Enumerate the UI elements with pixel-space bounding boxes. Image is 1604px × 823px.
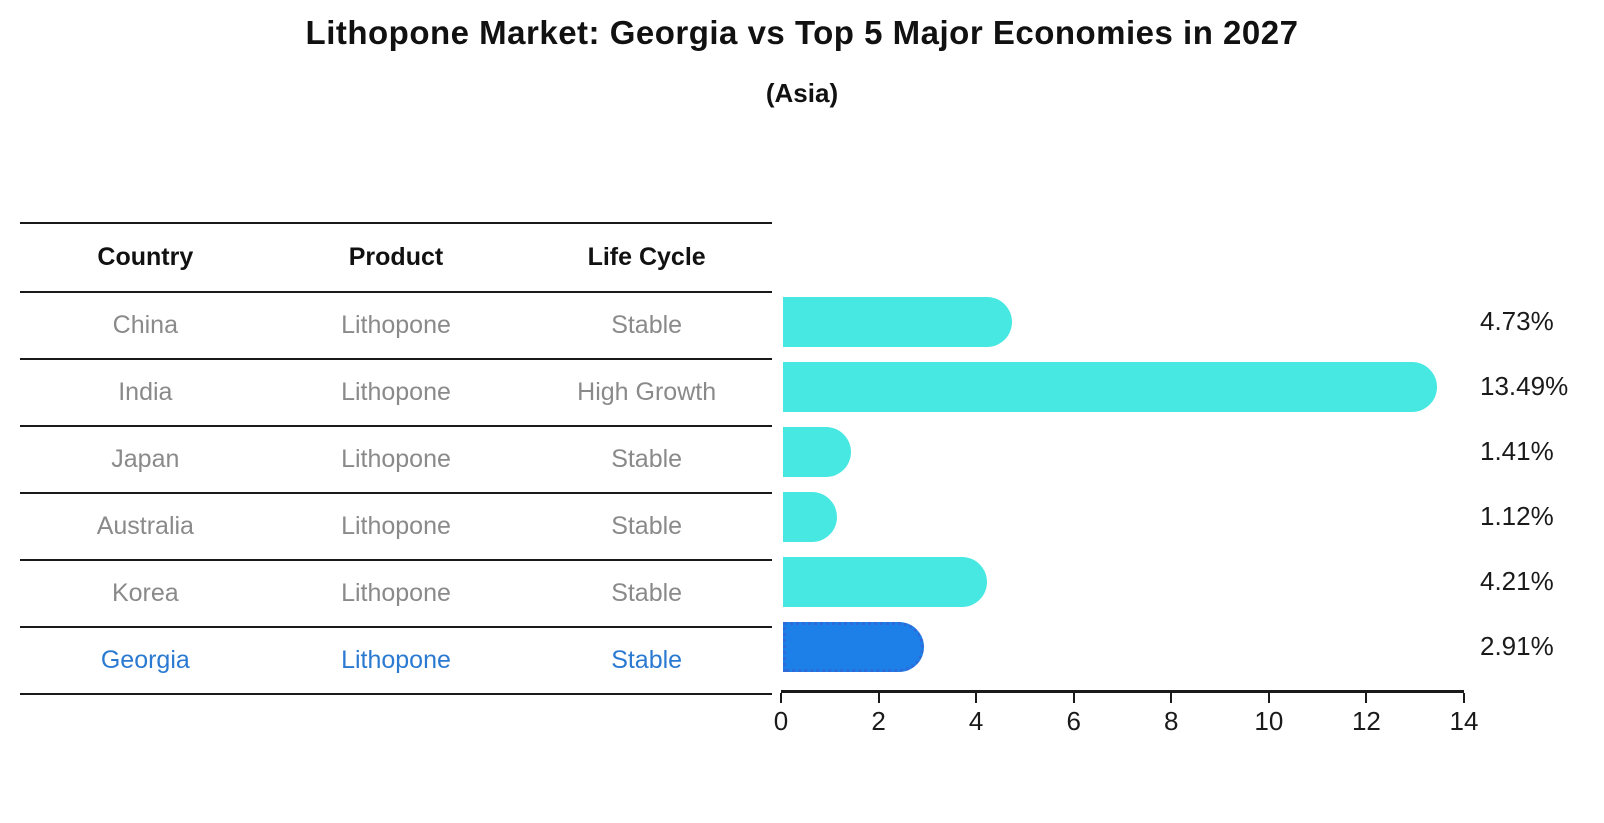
x-axis-tick-label: 14 [1449, 706, 1479, 736]
cell-country: India [118, 378, 173, 406]
cell-life-cycle: Stable [611, 512, 683, 540]
bar-value-labels: 4.73% 13.49% 1.41% 1.12% 4.21% 2.91% [1480, 289, 1604, 679]
table-row-china: China Lithopone Stable [20, 293, 772, 360]
bar-row-korea [783, 549, 1462, 614]
cell-product: Lithopone [341, 512, 451, 540]
cell-life-cycle: Stable [611, 311, 683, 339]
x-axis-tick [1365, 693, 1368, 703]
value-label-georgia: 2.91% [1480, 631, 1554, 661]
x-axis-tick-label: 2 [871, 706, 886, 736]
value-label-korea: 4.21% [1480, 566, 1554, 596]
country-info-table: Country Product Life Cycle China Lithopo… [20, 222, 772, 695]
bar-india [783, 361, 1438, 412]
cell-life-cycle: Stable [611, 445, 683, 473]
table-row-australia: Australia Lithopone Stable [20, 494, 772, 561]
column-header-country: Country [97, 243, 194, 271]
cell-product: Lithopone [341, 579, 451, 607]
x-axis-tick [975, 693, 978, 703]
bar-row-japan [783, 419, 1462, 484]
table-row-georgia: Georgia Lithopone Stable [20, 628, 772, 695]
value-label-japan: 1.41% [1480, 436, 1554, 466]
chart-subtitle: (Asia) [765, 78, 839, 108]
x-axis-tick [1170, 693, 1173, 703]
cell-country: Australia [96, 512, 194, 540]
x-axis-tick [877, 693, 880, 703]
cell-life-cycle: Stable [611, 579, 683, 607]
value-label-india: 13.49% [1480, 371, 1569, 401]
bar-row-china [783, 289, 1462, 354]
x-axis-tick [1072, 693, 1075, 703]
x-axis-tick [780, 693, 782, 703]
bar-row-australia [783, 484, 1462, 549]
bar-china [783, 296, 1013, 347]
bar-chart-plot-area [783, 289, 1462, 679]
table-row-korea: Korea Lithopone Stable [20, 561, 772, 628]
x-axis-tick-label: 6 [1066, 706, 1081, 736]
x-axis-tick-label: 8 [1164, 706, 1179, 736]
x-axis-line: 0 2 4 6 8 10 12 14 [774, 690, 1478, 736]
cell-product: Lithopone [341, 378, 451, 406]
value-label-china: 4.73% [1480, 306, 1554, 336]
cell-country: Korea [111, 579, 179, 607]
column-header-life-cycle: Life Cycle [587, 243, 706, 271]
x-axis-tick-label: 0 [773, 706, 789, 736]
cell-product: Lithopone [341, 646, 451, 674]
cell-country: Georgia [100, 646, 190, 674]
value-label-australia: 1.12% [1480, 501, 1554, 531]
x-axis-tick-label: 4 [968, 706, 984, 736]
x-axis-tick-label: 10 [1254, 706, 1284, 736]
bar-japan [783, 426, 852, 477]
bar-georgia [783, 621, 925, 672]
bar-row-india [783, 354, 1462, 419]
bar-row-georgia [783, 614, 1462, 679]
x-axis-tick [1463, 693, 1465, 703]
cell-country: Japan [111, 445, 180, 473]
table-row-india: India Lithopone High Growth [20, 360, 772, 427]
cell-life-cycle: Stable [611, 646, 683, 674]
x-axis-tick [1267, 693, 1270, 703]
bar-korea [783, 556, 988, 607]
table-row-japan: Japan Lithopone Stable [20, 427, 772, 494]
x-axis-tick-label: 12 [1351, 706, 1381, 736]
chart-title: Lithopone Market: Georgia vs Top 5 Major… [305, 14, 1299, 51]
cell-country: China [112, 311, 178, 339]
cell-product: Lithopone [341, 445, 451, 473]
table-header-row: Country Product Life Cycle [20, 224, 772, 293]
bar-australia [783, 491, 838, 542]
column-header-product: Product [348, 243, 444, 271]
cell-product: Lithopone [341, 311, 451, 339]
cell-life-cycle: High Growth [577, 378, 717, 406]
